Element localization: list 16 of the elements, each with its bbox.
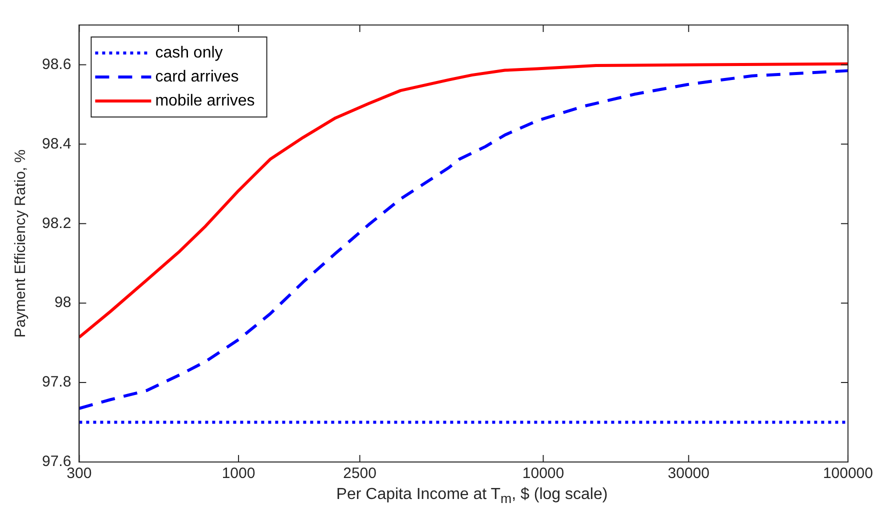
- x-tick-label: 1000: [222, 465, 256, 482]
- x-tick-label: 2500: [343, 465, 376, 482]
- x-axis-title: Per Capita Income at T$_{m}$, $ (log scale): [335, 486, 609, 506]
- legend-label: cash only: [155, 44, 223, 62]
- x-tick-label: 10000: [522, 465, 564, 482]
- y-tick-label: 98: [54, 294, 72, 312]
- y-tick-label: 97.8: [42, 374, 72, 391]
- y-axis-title: Payment Efficiency Ratio, %: [12, 149, 30, 338]
- x-tick-label: 30000: [668, 465, 710, 482]
- x-tick-label: 300: [66, 465, 92, 482]
- y-tick-label: 98.6: [42, 56, 72, 73]
- x-tick-label: 100000: [822, 465, 874, 482]
- legend-label: mobile arrives: [155, 92, 255, 110]
- y-tick-label: 98.4: [42, 135, 72, 152]
- legend-label: card arrives: [155, 68, 239, 86]
- y-tick-label: 98.2: [42, 214, 72, 232]
